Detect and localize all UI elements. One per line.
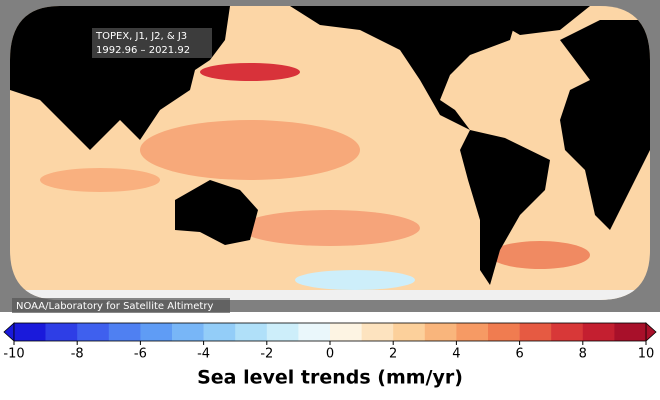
colorbar-cell <box>330 323 362 341</box>
colorbar-over <box>645 322 657 342</box>
warm-region <box>240 210 420 246</box>
colorbar-cell <box>488 323 520 341</box>
warm-region <box>40 168 160 192</box>
warm-region <box>490 241 590 269</box>
annotation-line: 1992.96 – 2021.92 <box>96 45 190 56</box>
credit: NOAA/Laboratory for Satellite Altimetry <box>16 301 213 312</box>
colorbar-cell <box>298 323 331 341</box>
colorbar-tick-label: -10 <box>3 347 24 362</box>
credit-box <box>12 298 230 313</box>
colorbar-tick-label: 6 <box>515 347 523 362</box>
colorbar-cell <box>14 323 46 341</box>
north-america <box>290 6 520 130</box>
colorbar-cell <box>172 323 204 341</box>
colorbar-cell <box>203 323 236 341</box>
annotation-line: TOPEX, J1, J2, & J3 <box>95 31 187 42</box>
colorbar-cell <box>614 323 647 341</box>
greenland <box>470 6 590 35</box>
australia <box>175 180 258 245</box>
colorbar-cell <box>424 323 457 341</box>
colorbar-cell <box>266 323 299 341</box>
cool-region <box>295 270 415 290</box>
colorbar-cell <box>519 323 552 341</box>
colorbar-tick-label: 2 <box>389 347 397 362</box>
colorbar-tick-label: -4 <box>197 347 210 362</box>
warm-region <box>200 63 300 81</box>
colorbar-cell <box>77 323 110 341</box>
colorbar-cell <box>456 323 489 341</box>
south-america <box>460 130 550 285</box>
colorbar-tick-label: -6 <box>134 347 147 362</box>
colorbar-tick-label: 4 <box>452 347 460 362</box>
colorbar-under <box>3 322 15 342</box>
warm-region <box>140 120 360 180</box>
africa-europe <box>560 20 650 230</box>
colorbar-cell <box>393 323 426 341</box>
colorbar-cell <box>235 323 268 341</box>
colorbar-cell <box>108 323 141 341</box>
colorbar-tick-label: 10 <box>638 347 655 362</box>
colorbar-cell <box>551 323 584 341</box>
colorbar-label: Sea level trends (mm/yr) <box>197 367 463 389</box>
colorbar: -10 -8 -6 -4 -2 0 2 4 6 8 10 <box>3 322 657 362</box>
colorbar-tick-label: 8 <box>579 347 587 362</box>
annotation-box <box>92 28 212 58</box>
colorbar-tick-label: -2 <box>260 347 273 362</box>
colorbar-cell <box>45 323 78 341</box>
colorbar-cell <box>582 323 615 341</box>
colorbar-tick-label: 0 <box>326 347 334 362</box>
colorbar-cell <box>140 323 173 341</box>
colorbar-tick-label: -8 <box>71 347 84 362</box>
colorbar-cell <box>361 323 394 341</box>
antarctica <box>10 290 650 300</box>
